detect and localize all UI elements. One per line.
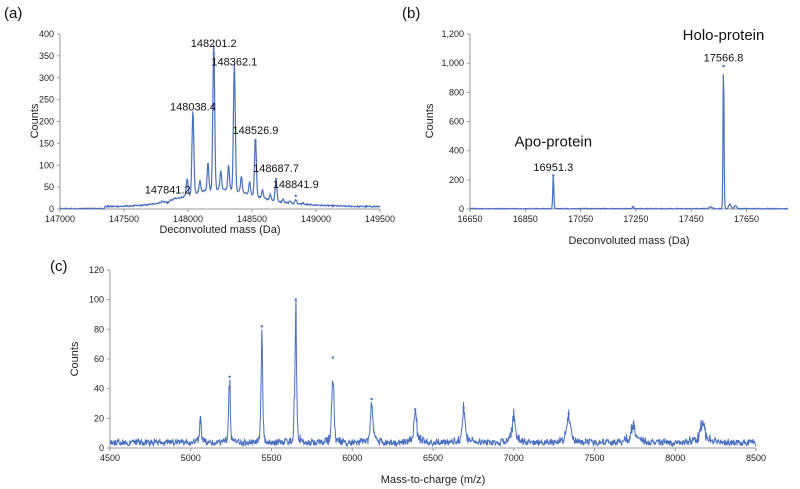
chart-a-annotation: 148687.7 bbox=[253, 163, 299, 175]
chart-b-annotation: Apo-protein bbox=[515, 133, 593, 150]
chart-a-xtick-label: 148500 bbox=[237, 214, 267, 224]
chart-a: 0 50 100 150 200 250 300 350 400 147000 147500 148… bbox=[29, 29, 395, 236]
chart-b-peak bbox=[552, 174, 555, 177]
chart-c-ytick-label: 0 bbox=[99, 443, 104, 453]
chart-a-annotation: 148841.9 bbox=[273, 179, 319, 191]
chart-b-xtick-label: 17250 bbox=[623, 214, 648, 224]
chart-c-ytick-label: 100 bbox=[89, 295, 104, 305]
chart-b-xtick-label: 17450 bbox=[679, 214, 704, 224]
panel-label-a: (a) bbox=[4, 5, 22, 22]
chart-b-xlabel: Deconvoluted mass (Da) bbox=[568, 235, 689, 247]
chart-b-ytick-label: 0 bbox=[459, 204, 464, 214]
chart-a-ytick-label: 100 bbox=[39, 160, 54, 170]
chart-c-xtick-label: 6500 bbox=[423, 453, 443, 463]
chart-a-peak bbox=[233, 72, 236, 75]
chart-c-xtick-label: 5500 bbox=[261, 453, 281, 463]
chart-c-peak bbox=[567, 412, 570, 416]
chart-a-ytick-label: 300 bbox=[39, 73, 54, 83]
chart-a-peak bbox=[274, 178, 278, 181]
chart-c-xtick-label: 7000 bbox=[504, 453, 524, 463]
chart-c-peak bbox=[199, 421, 202, 424]
chart-a-peak bbox=[212, 52, 215, 55]
chart-c-peak bbox=[260, 325, 264, 328]
chart-b-ytick-label: 1,000 bbox=[441, 58, 464, 68]
chart-a-annotation: 147841.2 bbox=[145, 185, 191, 197]
chart-a-ylabel: Counts bbox=[29, 103, 41, 138]
chart-b: 0 200 400 600 800 1,000 1,200 16650 16850 17050 1… bbox=[424, 27, 789, 247]
chart-a-spectrum-line bbox=[59, 44, 381, 210]
chart-a-xtick-label: 148000 bbox=[173, 214, 203, 224]
chart-a-xlabel: Deconvoluted mass (Da) bbox=[159, 224, 280, 236]
chart-b-annotation: Holo-protein bbox=[683, 27, 765, 44]
chart-b-ytick-label: 400 bbox=[449, 146, 464, 156]
chart-b-spectrum-line bbox=[469, 74, 789, 210]
chart-b-ylabel: Counts bbox=[424, 103, 436, 138]
chart-a-peak bbox=[294, 194, 297, 198]
panel-label-c: (c) bbox=[50, 258, 68, 275]
chart-c-spectrum-line bbox=[109, 298, 757, 448]
chart-a-xtick-label: 149000 bbox=[301, 214, 331, 224]
chart-c: 0 20 40 60 80 100 120 4500 5000 5500 6000 6500 7000… bbox=[69, 265, 766, 486]
chart-c-peak bbox=[462, 406, 465, 410]
chart-c-peak bbox=[701, 423, 704, 426]
chart-a-xtick-label: 149500 bbox=[365, 214, 395, 224]
chart-a-ytick-label: 50 bbox=[44, 182, 54, 192]
chart-b-xtick-label: 17650 bbox=[734, 214, 759, 224]
chart-c-peak bbox=[331, 356, 335, 359]
chart-c-peak bbox=[414, 408, 417, 411]
chart-c-ytick-label: 80 bbox=[94, 324, 104, 334]
chart-b-ytick-label: 1,200 bbox=[441, 29, 464, 39]
chart-c-peak bbox=[632, 427, 635, 430]
chart-c-peak bbox=[370, 397, 373, 401]
chart-a-peak bbox=[166, 201, 169, 204]
chart-a-ytick-label: 250 bbox=[39, 95, 54, 105]
chart-b-ytick-label: 800 bbox=[449, 87, 464, 97]
chart-c-peak bbox=[512, 415, 515, 419]
chart-a-peak bbox=[254, 139, 257, 143]
chart-b-xtick-label: 16850 bbox=[513, 214, 538, 224]
chart-b-ytick-label: 600 bbox=[449, 117, 464, 127]
chart-c-xtick-label: 6000 bbox=[342, 453, 362, 463]
chart-a-ytick-label: 200 bbox=[39, 117, 54, 127]
panel-label-b: (b) bbox=[402, 5, 420, 22]
chart-a-ytick-label: 400 bbox=[39, 29, 54, 39]
chart-b-xtick-label: 16650 bbox=[457, 214, 482, 224]
chart-c-ytick-label: 20 bbox=[94, 413, 104, 423]
chart-a-xtick-label: 147000 bbox=[45, 214, 75, 224]
chart-a-peak bbox=[191, 115, 195, 119]
chart-c-xtick-label: 5000 bbox=[181, 453, 201, 463]
chart-c-peak bbox=[294, 298, 297, 301]
chart-b-ytick-label: 200 bbox=[449, 175, 464, 185]
chart-a-ytick-label: 0 bbox=[49, 204, 54, 214]
chart-a-annotation: 148362.1 bbox=[211, 57, 257, 69]
chart-c-xtick-label: 7500 bbox=[584, 453, 604, 463]
chart-a-annotation: 148201.2 bbox=[191, 38, 237, 50]
chart-c-ytick-label: 120 bbox=[89, 265, 104, 275]
chart-b-xtick-label: 17050 bbox=[568, 214, 593, 224]
chart-c-xtick-label: 8000 bbox=[665, 453, 685, 463]
chart-a-annotation: 148526.9 bbox=[232, 125, 278, 137]
chart-c-xtick-label: 8500 bbox=[746, 453, 766, 463]
chart-c-ytick-label: 40 bbox=[94, 384, 104, 394]
chart-a-ytick-label: 350 bbox=[39, 51, 54, 61]
chart-c-xtick-label: 4500 bbox=[100, 453, 120, 463]
chart-c-xlabel: Mass-to-charge (m/z) bbox=[381, 474, 486, 486]
chart-a-annotation: 148038.4 bbox=[170, 102, 216, 114]
chart-b-annotation: 17566.8 bbox=[704, 53, 744, 65]
chart-c-ylabel: Counts bbox=[69, 341, 81, 376]
chart-a-ytick-label: 150 bbox=[39, 138, 54, 148]
chart-b-annotation: 16951.3 bbox=[533, 162, 573, 174]
chart-b-peak bbox=[722, 64, 725, 68]
chart-c-peak bbox=[228, 375, 231, 378]
chart-c-ytick-label: 60 bbox=[94, 354, 104, 364]
chart-a-xtick-label: 147500 bbox=[109, 214, 139, 224]
